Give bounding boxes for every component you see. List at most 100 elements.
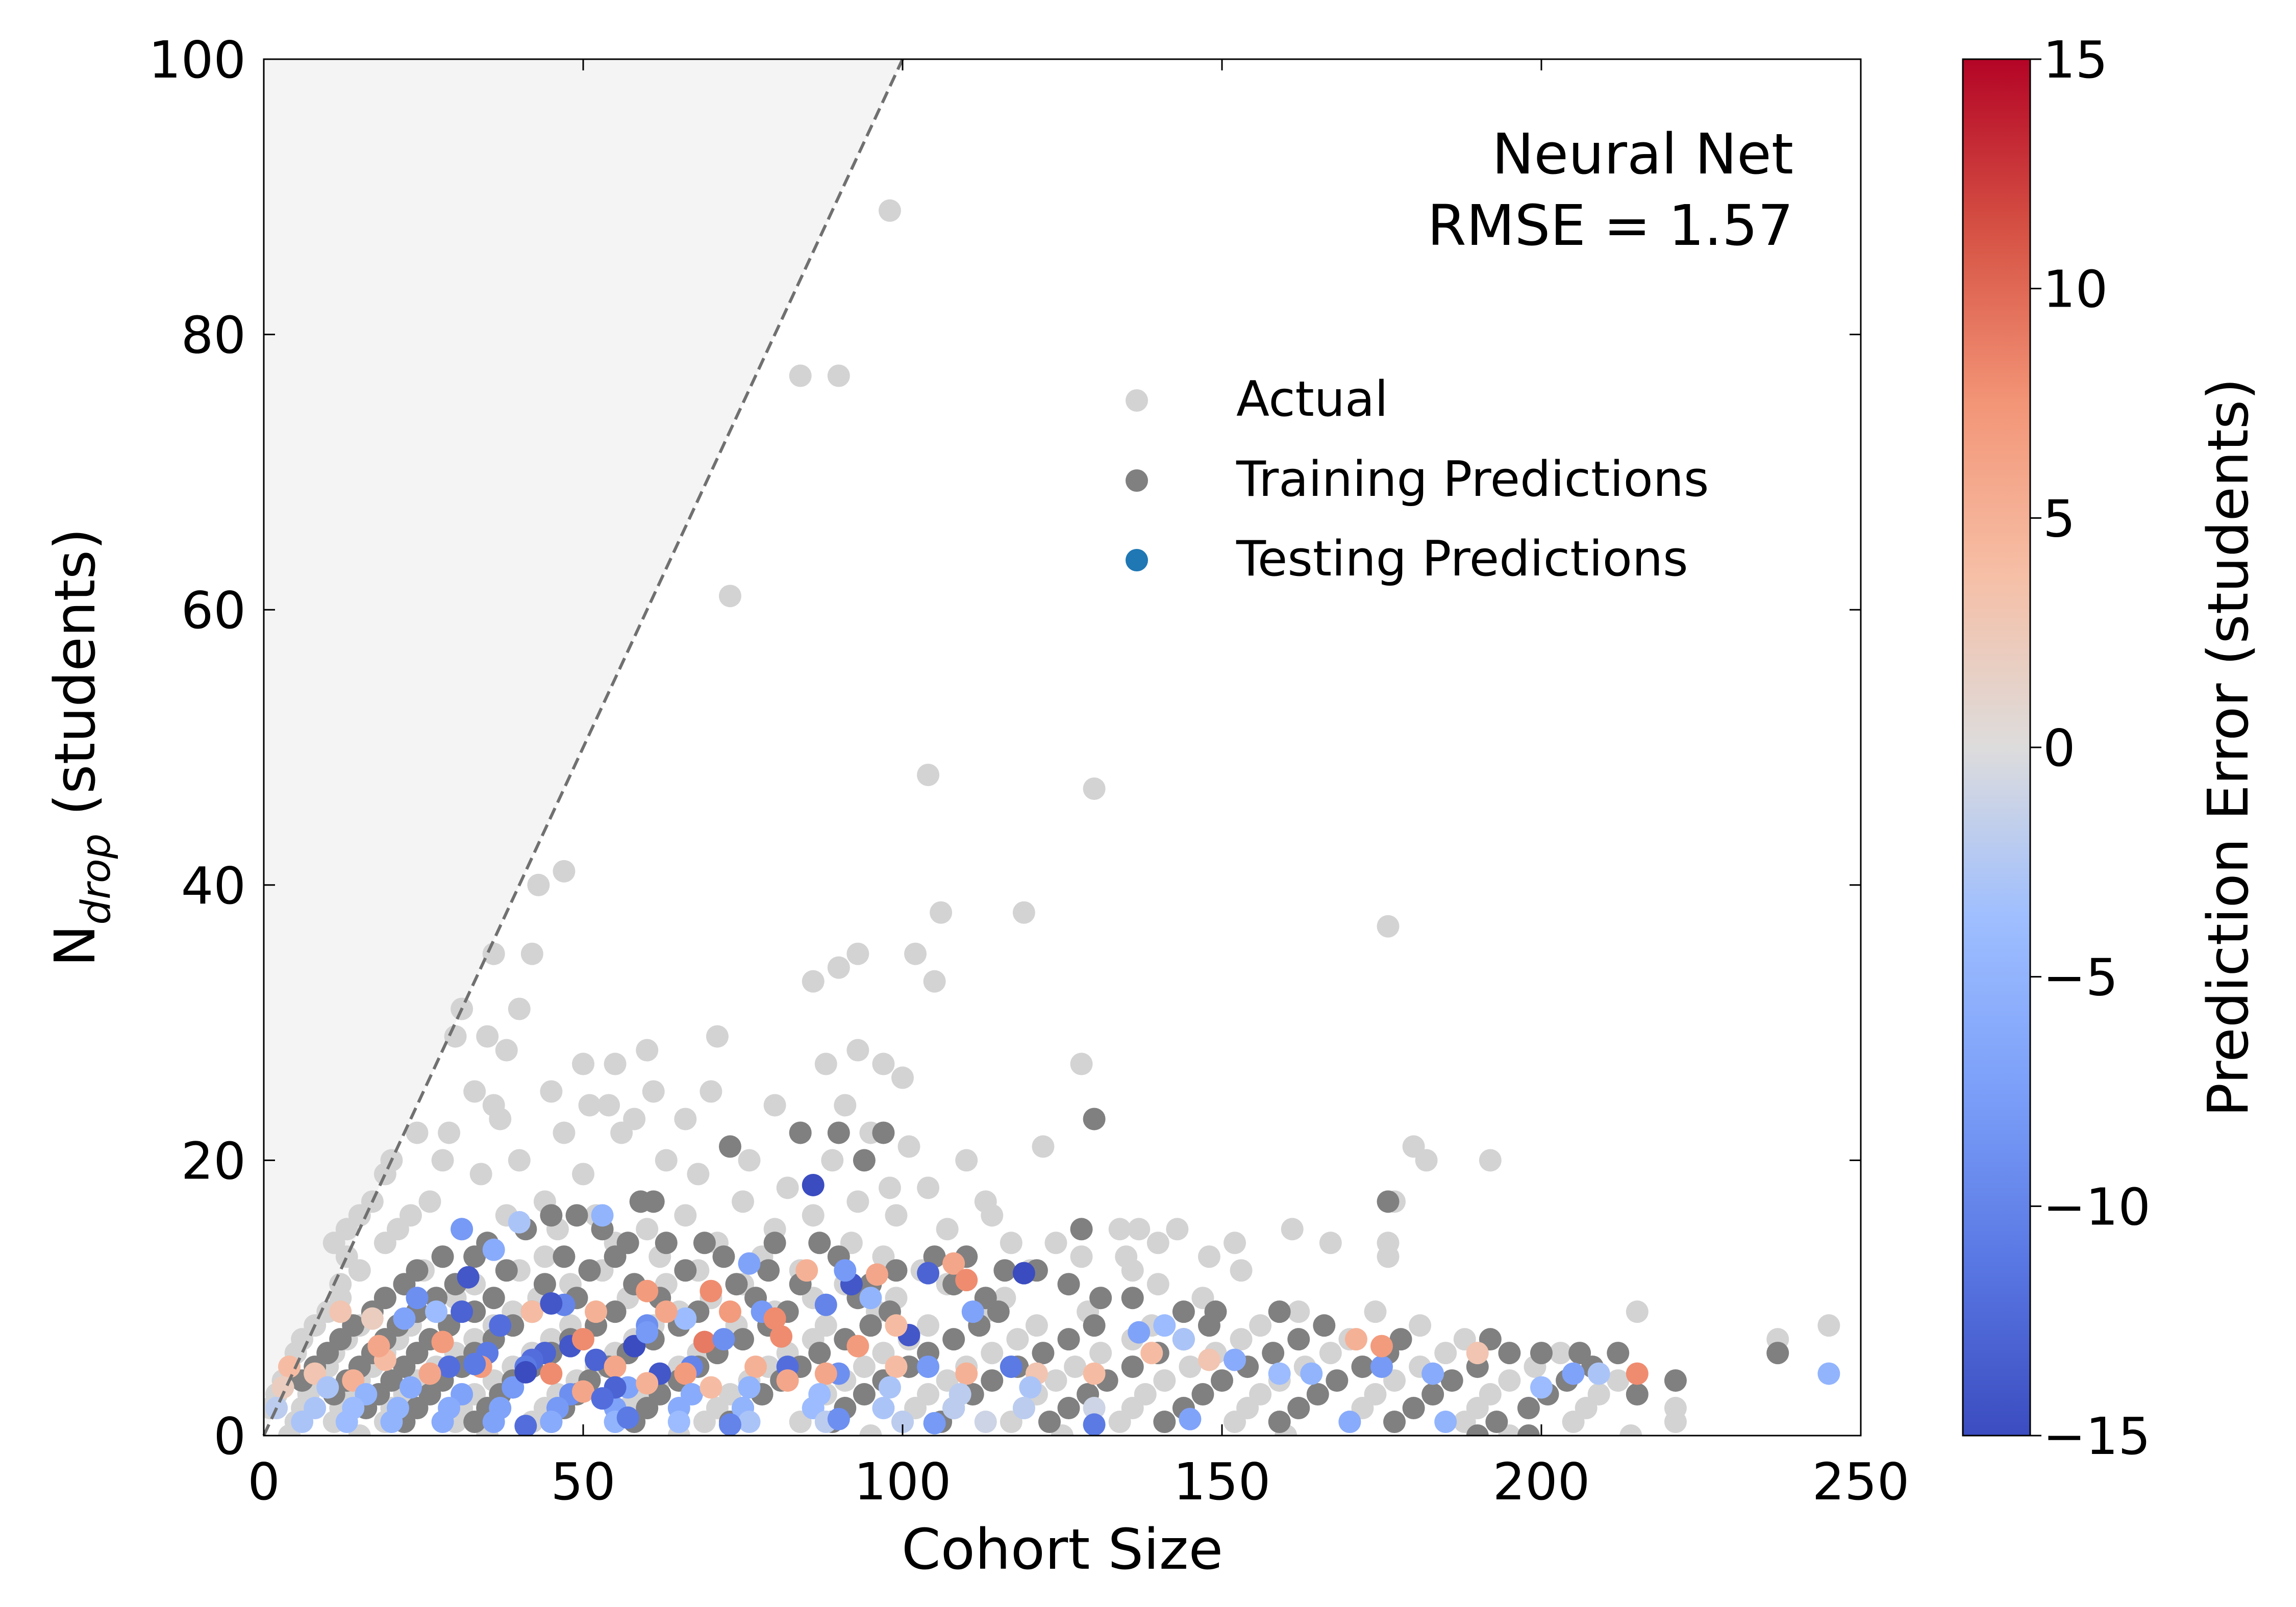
data-point [942,1397,965,1420]
data-point [572,1328,594,1351]
data-point [610,1121,633,1144]
data-point [923,970,946,993]
data-point [885,1259,908,1282]
data-point [463,1080,486,1103]
data-point [846,942,869,965]
data-point [827,1121,850,1144]
data-point [1440,1369,1463,1392]
data-point [674,1362,697,1385]
data-point [572,1163,594,1186]
data-point [642,1080,665,1103]
data-point [1664,1369,1687,1392]
data-point [1517,1397,1540,1420]
data-point [636,1279,659,1302]
data-point [878,1176,901,1199]
data-point [591,1387,614,1410]
data-point [1607,1342,1630,1365]
data-point [776,1369,799,1392]
data-point [1166,1218,1189,1241]
data-point [821,1149,844,1172]
data-point [373,1163,396,1186]
data-point [616,1406,639,1429]
data-point [802,970,825,993]
data-point [1351,1355,1374,1378]
data-point [508,997,531,1020]
data-point [1197,1314,1220,1337]
colorbar-tick-label: 0 [2043,718,2076,778]
reference-line-dashed [262,58,904,1437]
data-point [693,1330,716,1353]
data-point [1121,1287,1144,1310]
data-point [540,1362,563,1385]
x-tick-label: 0 [247,1452,280,1512]
data-point [687,1163,710,1186]
data-point [1466,1342,1489,1365]
data-point [604,1245,627,1268]
data-point [1268,1411,1291,1434]
data-point [418,1190,441,1213]
data-point [993,1259,1016,1282]
data-point [335,1411,358,1434]
data-point [718,585,741,608]
data-point [553,860,576,883]
data-point [642,1190,665,1213]
data-point [514,1361,537,1384]
data-point [1364,1300,1387,1323]
data-point [1108,1218,1131,1241]
data-point [380,1411,403,1434]
data-point [1057,1328,1080,1351]
data-point [917,763,940,786]
data-point [399,1376,422,1399]
data-point [1370,1335,1393,1358]
data-point [495,1259,518,1282]
data-point [744,1355,767,1378]
data-point [1057,1397,1080,1420]
data-point [1268,1300,1291,1323]
colorbar-gradient [1962,58,2031,1437]
data-point [725,1273,748,1296]
data-point [930,901,953,924]
data-point [533,1245,556,1268]
data-point [1000,1232,1022,1254]
data-point [1377,1245,1400,1268]
data-point [367,1335,390,1358]
data-point [1070,1052,1093,1075]
data-point [1326,1369,1349,1392]
data-point [853,1149,876,1172]
data-point [1626,1362,1649,1385]
data-point [1121,1259,1144,1282]
y-axis-label-suffix: (students) [42,528,108,834]
data-point [936,1218,959,1241]
data-point [469,1163,492,1186]
data-point [1306,1383,1329,1406]
data-point [508,1211,531,1234]
data-point [1377,1190,1400,1213]
data-point [1121,1355,1144,1378]
data-point [770,1325,793,1348]
data-point [1153,1314,1176,1337]
data-point [917,1314,940,1337]
data-point [1338,1411,1361,1434]
data-point [942,1328,965,1351]
data-point [1146,1232,1169,1254]
data-point [1070,1245,1093,1268]
data-point [1434,1411,1457,1434]
data-point [604,1300,627,1323]
data-point [1498,1342,1521,1365]
data-point [706,1025,729,1048]
legend-marker-training [1126,469,1148,492]
y-tick-label: 80 [181,306,246,365]
data-point [393,1307,416,1330]
data-point [1268,1362,1291,1385]
data-point [738,1376,761,1399]
data-point [457,1266,480,1289]
data-point [955,1149,978,1172]
data-point [738,1411,761,1434]
colorbar-label: Prediction Error (students) [2195,378,2261,1117]
y-axis-ticks: 0 20 40 60 80 100 [148,30,1861,1466]
data-point [1281,1218,1304,1241]
data-point [1230,1259,1253,1282]
data-point [872,1052,895,1075]
colorbar-tick-label: 10 [2043,260,2108,319]
data-point [1377,915,1400,938]
